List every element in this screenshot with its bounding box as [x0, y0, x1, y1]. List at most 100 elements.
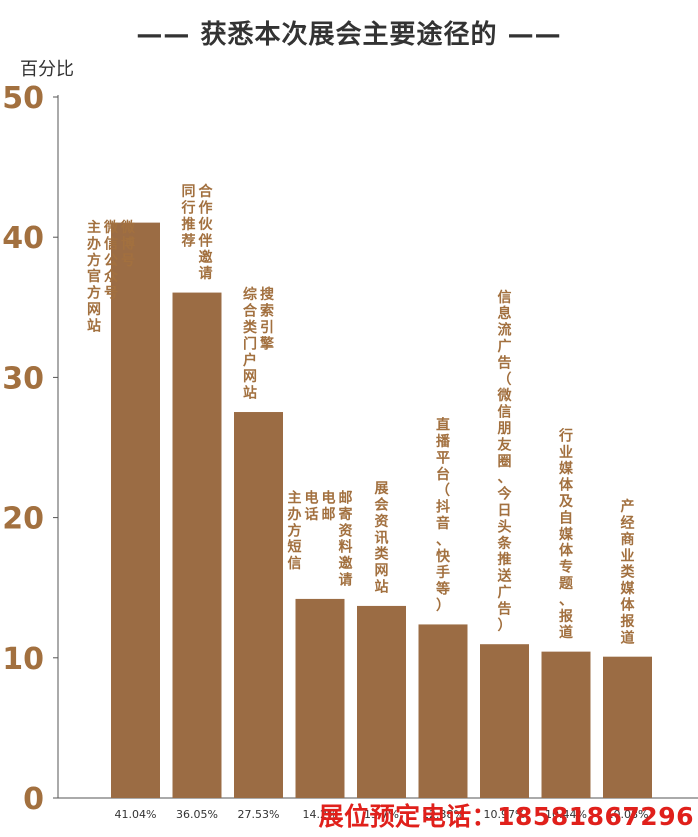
category-label-char: 报 — [559, 609, 573, 625]
category-label-char: 头 — [498, 518, 512, 535]
category-label-char: 信 — [104, 235, 118, 252]
y-tick-label: 0 — [23, 782, 44, 817]
category-label-char: 作 — [199, 200, 213, 217]
bar-value-label: 10.08% — [607, 808, 649, 821]
category-label-char: 音 — [436, 515, 450, 532]
title-text: 获悉本次展会主要途径的 — [200, 20, 498, 50]
category-label-char: 站 — [375, 579, 389, 596]
category-label-char: 媒 — [558, 526, 574, 543]
category-label-char: 合 — [243, 303, 258, 320]
category-label-char: 电 — [322, 490, 336, 507]
category-label-char: 手 — [436, 564, 450, 581]
y-axis-label: 百分比 — [20, 59, 74, 80]
category-label-char: 流 — [498, 322, 512, 339]
category-label-char: 类 — [375, 546, 390, 563]
bar — [541, 651, 591, 798]
category-label-char: 荐 — [182, 232, 196, 249]
y-tick-label: 30 — [2, 361, 44, 396]
category-label-char: 伴 — [198, 232, 213, 249]
category-label-column: 信息流广告（微信朋友圈、今日头条推送广告） — [497, 289, 513, 634]
category-label-char: 主 — [87, 219, 101, 236]
category-label-char: 行 — [181, 200, 196, 217]
category-label-char: 息 — [498, 305, 512, 322]
category-label-char: 资 — [375, 513, 389, 530]
category-label-char: 台 — [436, 466, 450, 483]
category-label-char: 站 — [87, 317, 101, 334]
category-label-char: 今 — [497, 486, 512, 503]
category-label-char: 微 — [103, 219, 119, 236]
category-label-char: 推 — [182, 216, 196, 233]
category-label-char: 请 — [199, 265, 213, 282]
category-label-char: 业 — [559, 445, 573, 461]
category-label-char: 产 — [621, 498, 635, 515]
category-label-char: 话 — [305, 506, 319, 523]
category-label-char: 广 — [498, 338, 512, 355]
category-label-char: 同 — [182, 184, 196, 200]
bar-value-label: 13.7% — [364, 808, 399, 821]
bar-value-label: 36.05% — [176, 808, 218, 821]
category-label-char: 户 — [243, 352, 257, 369]
category-label-char: 方 — [87, 285, 101, 302]
category-label-char: 站 — [243, 385, 257, 402]
category-label-char: 方 — [288, 522, 302, 539]
category-label-char: 告 — [498, 354, 512, 371]
category-label-char: 主 — [288, 490, 302, 507]
category-label-column: 行业媒体及自媒体专题、报道 — [558, 427, 574, 641]
category-label-char: 擎 — [260, 335, 274, 352]
category-label-char: 业 — [621, 548, 635, 564]
bar — [295, 598, 345, 798]
bar — [234, 412, 283, 798]
category-label-column: 产经商业类媒体报道 — [620, 498, 636, 646]
bar — [603, 656, 652, 798]
category-label-char: 抖 — [436, 499, 450, 516]
category-label-char: 、 — [498, 470, 512, 486]
category-label-column: 电邮 — [322, 490, 336, 523]
category-label-char: 报 — [621, 614, 635, 630]
y-tick-label: 20 — [2, 502, 44, 537]
category-label-char: 告 — [498, 600, 512, 617]
category-label-column: 主办方短信 — [288, 490, 302, 573]
category-label-char: 邀 — [339, 555, 353, 572]
bar — [480, 644, 529, 798]
category-label-char: 众 — [104, 268, 118, 285]
category-label-char: 网 — [87, 302, 101, 318]
category-label-char: 合 — [199, 183, 214, 200]
category-label-char: 信 — [498, 289, 512, 306]
category-label-char: 朋 — [497, 421, 512, 437]
category-label-char: 邀 — [199, 249, 213, 266]
bar-value-label: 12.38% — [422, 808, 464, 821]
category-label-char: 平 — [436, 450, 450, 466]
bar — [357, 605, 406, 798]
category-label-char: 快 — [436, 548, 451, 565]
category-label-char: 、 — [559, 592, 573, 608]
category-label-column: 同行推荐 — [181, 184, 196, 249]
category-label-char: 会 — [375, 497, 390, 514]
category-label-char: 门 — [243, 335, 257, 352]
category-label-char: 播 — [436, 433, 451, 450]
category-label-char: 直 — [436, 417, 450, 434]
category-label-char: 友 — [498, 436, 512, 453]
category-label-char: 公 — [104, 253, 118, 269]
category-label-char: 商 — [621, 531, 635, 548]
category-label-char: 索 — [260, 303, 274, 320]
category-label-char: 电 — [305, 490, 319, 507]
category-label-column: 合作伙伴邀请 — [198, 183, 214, 282]
category-label-column: 直播平台（抖音、快手等） — [436, 417, 451, 614]
category-label-char: 媒 — [620, 580, 636, 597]
category-label-char: 网 — [243, 369, 257, 385]
category-label-char: 、 — [436, 532, 450, 548]
category-label-char: ） — [436, 598, 450, 614]
bar — [111, 222, 160, 798]
category-label-char: 方 — [87, 252, 101, 269]
category-label-char: 讯 — [375, 530, 389, 546]
category-label-char: 日 — [498, 503, 512, 519]
category-label-char: 办 — [288, 506, 302, 523]
category-label-char: 媒 — [558, 460, 574, 477]
category-label-column: 邮寄资料邀请 — [339, 490, 353, 589]
category-label-char: 类 — [621, 564, 636, 581]
category-label-char: 题 — [559, 576, 574, 592]
category-label-column: 电话 — [305, 490, 319, 523]
category-label-column: 主办方官方网站 — [87, 219, 101, 334]
category-label-char: ） — [498, 618, 512, 634]
category-label-char: 专 — [559, 559, 573, 576]
